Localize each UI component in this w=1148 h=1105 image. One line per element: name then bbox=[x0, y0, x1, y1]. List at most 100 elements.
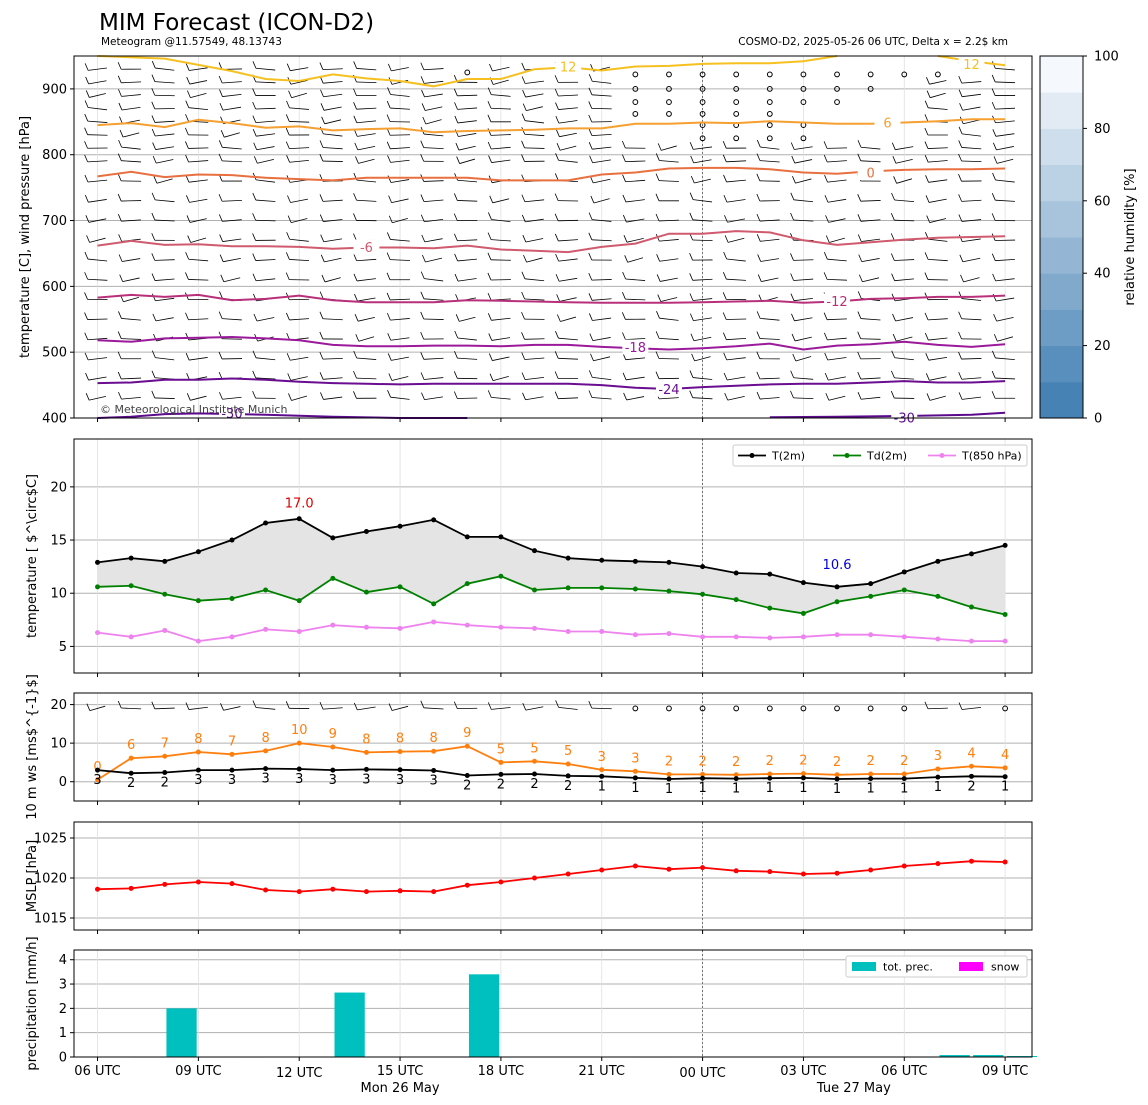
colorbar-tick-label: 40 bbox=[1094, 267, 1111, 282]
wind-barb bbox=[995, 67, 1015, 71]
wind-point-mean bbox=[95, 767, 101, 773]
wind-barb-flag bbox=[151, 370, 156, 378]
wind-barb-flag bbox=[823, 252, 828, 260]
wind-barb-flag bbox=[353, 88, 357, 96]
calm-wind-marker bbox=[766, 99, 773, 105]
wind-barb bbox=[289, 147, 310, 150]
wind-value-label: 3 bbox=[598, 750, 606, 765]
wind-barb bbox=[121, 397, 141, 400]
wind-barb-flag bbox=[487, 128, 492, 136]
mslp-point bbox=[263, 887, 269, 893]
calm-wind-marker bbox=[699, 111, 706, 117]
wind-barb bbox=[424, 278, 444, 282]
series-point-0 bbox=[195, 549, 201, 555]
wind-barb-flag bbox=[958, 311, 962, 319]
wind-barb bbox=[962, 257, 981, 263]
wind-point-mean bbox=[800, 775, 806, 781]
wind-barb-flag bbox=[151, 101, 156, 109]
wind-barb-flag bbox=[825, 235, 830, 243]
wind-barb-flag bbox=[218, 75, 223, 84]
wind-barb-flag bbox=[924, 141, 929, 149]
wind-barb-flag bbox=[655, 331, 660, 339]
wind-barb bbox=[122, 258, 141, 262]
mslp-point bbox=[968, 858, 974, 864]
wind-barb bbox=[390, 147, 410, 150]
wind-barb bbox=[928, 179, 948, 183]
wind-barb-flag bbox=[117, 75, 122, 83]
wind-barb bbox=[525, 93, 544, 98]
wind-barb bbox=[224, 132, 240, 138]
wind-barb-flag bbox=[925, 353, 930, 361]
wind-barb bbox=[962, 93, 981, 98]
wind-barb bbox=[324, 119, 342, 125]
series-point-1 bbox=[767, 605, 773, 611]
wind-barb-flag bbox=[756, 371, 761, 380]
wind-barb-flag bbox=[487, 252, 492, 260]
wind-barb bbox=[154, 259, 175, 261]
isotherm-label-bg bbox=[857, 165, 884, 181]
y-tick-label: 2 bbox=[59, 1002, 67, 1017]
wind-barb-flag bbox=[489, 373, 494, 381]
wind-value-label: 1 bbox=[867, 782, 875, 797]
wind-barb-flag bbox=[420, 194, 425, 202]
calm-wind-marker bbox=[800, 135, 807, 142]
wind-barb-flag bbox=[756, 311, 761, 319]
wind-barb bbox=[996, 158, 1014, 164]
wind-value-label: 1 bbox=[631, 781, 639, 796]
wind-barb bbox=[961, 318, 982, 321]
wind-barb-flag bbox=[117, 62, 122, 70]
wind-barb-flag bbox=[151, 233, 156, 241]
wind-barb-flag bbox=[119, 116, 123, 124]
mslp-point bbox=[397, 888, 403, 894]
wind-barb-flag bbox=[958, 153, 962, 162]
series-point-0 bbox=[296, 516, 302, 522]
wind-barb bbox=[795, 356, 812, 362]
wind-barb bbox=[963, 277, 980, 283]
wind-barb bbox=[356, 278, 376, 282]
calm-wind-marker bbox=[834, 86, 840, 92]
mslp-point bbox=[95, 886, 101, 892]
series-point-1 bbox=[700, 591, 706, 597]
wind-barb bbox=[794, 146, 813, 150]
wind-barb bbox=[525, 706, 544, 711]
wind-barb-flag bbox=[420, 372, 425, 380]
wind-barb-flag bbox=[387, 333, 392, 341]
wind-barb-flag bbox=[219, 102, 224, 111]
calm-wind-marker bbox=[834, 705, 840, 712]
series-point-2 bbox=[935, 636, 941, 642]
wind-barb-flag bbox=[252, 253, 257, 261]
wind-point-mean bbox=[868, 776, 874, 782]
wind-barb bbox=[423, 707, 444, 710]
y-tick-label: 1025 bbox=[34, 832, 67, 847]
calm-wind-marker bbox=[800, 71, 807, 78]
wind-barb bbox=[793, 259, 814, 261]
wind-point-gust bbox=[498, 759, 504, 765]
wind-barb bbox=[860, 146, 881, 150]
legend-label: T(850 hPa) bbox=[961, 450, 1022, 463]
wind-barb-flag bbox=[151, 273, 156, 281]
wind-barb-flag bbox=[355, 156, 359, 164]
wind-barb-flag bbox=[588, 212, 593, 220]
wind-barb bbox=[87, 337, 108, 341]
wind-barb-flag bbox=[453, 371, 458, 379]
isotherm-0 bbox=[97, 166, 1006, 182]
legend bbox=[732, 444, 1028, 467]
panel-precipitation: 0 1 2 3 4 precipitation [mm/h] tot. prec. snow 0… bbox=[25, 936, 1038, 1096]
series-point-1 bbox=[195, 598, 201, 604]
wind-barb-flag bbox=[555, 331, 559, 339]
wind-barb-flag bbox=[218, 311, 223, 319]
wind-barb bbox=[289, 318, 310, 321]
wind-barb-flag bbox=[993, 334, 998, 342]
series-point-2 bbox=[901, 634, 907, 640]
mslp-point bbox=[666, 866, 672, 872]
series-point-0 bbox=[431, 517, 437, 523]
mslp-point bbox=[330, 886, 336, 892]
isotherm-label: -12 bbox=[826, 295, 847, 310]
wind-barb bbox=[761, 277, 779, 282]
series-point-1 bbox=[263, 587, 269, 593]
wind-barb-flag bbox=[319, 291, 324, 299]
wind-barb bbox=[492, 66, 510, 72]
wind-barb-flag bbox=[185, 127, 189, 136]
wind-barb bbox=[626, 396, 645, 401]
wind-barb-flag bbox=[857, 214, 862, 222]
